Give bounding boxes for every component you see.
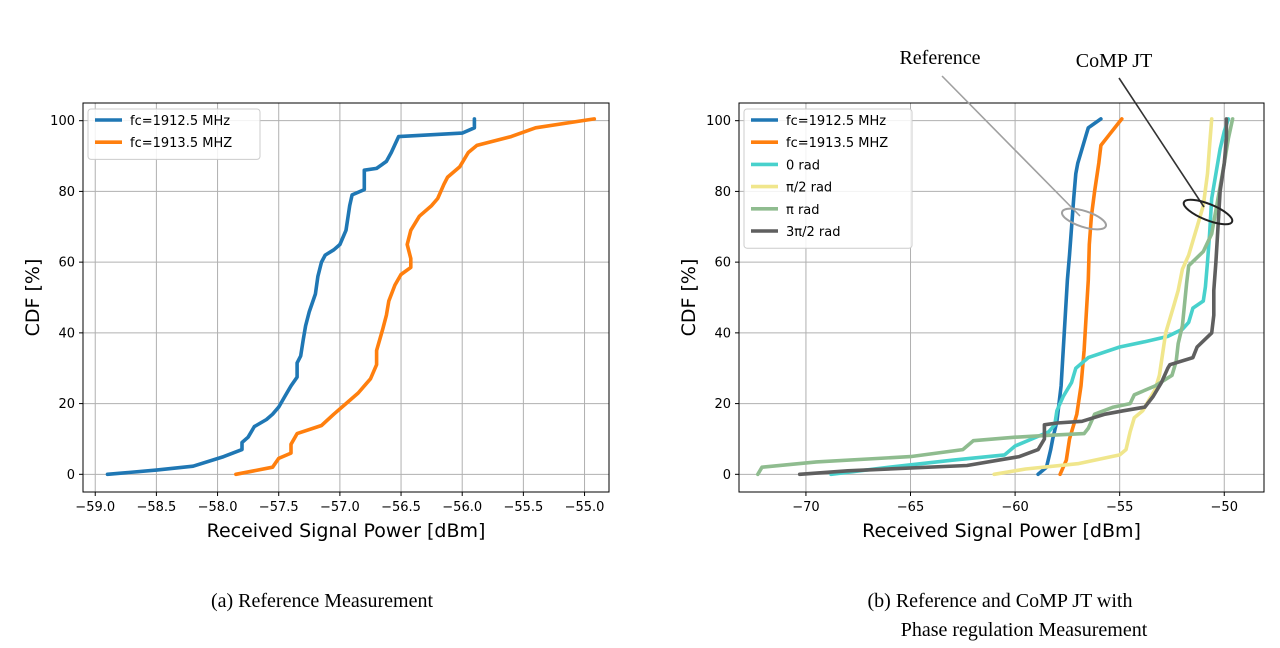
- y-tick-label: 100: [706, 114, 731, 129]
- y-axis-label-b: CDF [%]: [678, 259, 700, 337]
- y-tick-label: 20: [714, 397, 731, 412]
- annotation-reference-ellipse: [1060, 207, 1108, 231]
- x-tick-label: −55: [1106, 500, 1133, 515]
- x-tick-label: −57.0: [320, 500, 360, 515]
- ticks-b: −70 −65 −60 −55 −50 0 20 40 60 80 100: [706, 114, 1238, 515]
- y-tick-label: 0: [67, 468, 75, 483]
- legend-box: [87, 108, 261, 160]
- caption-b-line-2: Phase regulation Measurement: [901, 619, 1148, 641]
- series-line-1: [1058, 117, 1124, 477]
- legend-label: 0 rad: [786, 158, 820, 173]
- chart-panel-b: −70 −65 −60 −55 −50 0 20 40 60 80 100 Received Sig…: [678, 47, 1265, 542]
- annotations-b: Reference CoMP JT: [899, 47, 1234, 231]
- grid-a: [83, 103, 609, 492]
- caption-b-line-1: (b) Reference and CoMP JT with: [868, 590, 1133, 612]
- legend-a: fc=1912.5 MHz fc=1913.5 MHZ: [87, 108, 261, 160]
- annotation-comp-jt-arrow: [1118, 77, 1205, 208]
- series-line-2: [829, 117, 1231, 477]
- x-tick-label: −58.5: [136, 500, 176, 515]
- x-tick-label: −56.5: [381, 500, 421, 515]
- series-line-3: [992, 117, 1214, 477]
- y-tick-label: 80: [714, 185, 731, 200]
- x-axis-label-b: Received Signal Power [dBm]: [862, 520, 1141, 542]
- series-line-1: [234, 117, 597, 477]
- x-tick-label: −58.0: [198, 500, 238, 515]
- y-tick-label: 20: [58, 397, 75, 412]
- y-tick-label: 60: [58, 256, 75, 271]
- series-line-4: [756, 117, 1235, 477]
- annotation-comp-jt-ellipse: [1182, 198, 1234, 226]
- plot-frame-a: [82, 102, 610, 493]
- plot-frame-b: [738, 102, 1265, 493]
- x-tick-label: −55.5: [503, 500, 543, 515]
- y-tick-label: 60: [714, 256, 731, 271]
- chart-panel-a: −59.0 −58.5 −58.0 −57.5 −57.0 −56.5 −56.0 −55.5…: [22, 102, 610, 542]
- legend-box: [743, 108, 913, 249]
- y-tick-label: 40: [58, 326, 75, 341]
- y-tick-label: 100: [50, 114, 75, 129]
- caption-a: (a) Reference Measurement: [211, 590, 434, 612]
- series-line-5: [797, 117, 1229, 477]
- x-tick-label: −56.0: [442, 500, 482, 515]
- y-tick-label: 0: [723, 468, 731, 483]
- x-tick-label: −57.5: [259, 500, 299, 515]
- legend-label: π rad: [786, 203, 820, 218]
- y-tick-label: 80: [58, 185, 75, 200]
- series-lines-a: [105, 117, 597, 477]
- legend-label: fc=1913.5 MHZ: [130, 136, 232, 151]
- ticks-a: −59.0 −58.5 −58.0 −57.5 −57.0 −56.5 −56.0 −55.5…: [50, 114, 604, 515]
- annotation-reference-label: Reference: [899, 47, 980, 69]
- annotation-reference-arrow: [941, 75, 1081, 217]
- y-tick-label: 40: [714, 326, 731, 341]
- x-tick-label: −70: [792, 500, 819, 515]
- annotation-comp-jt-label: CoMP JT: [1076, 50, 1153, 72]
- legend-label: 3π/2 rad: [786, 225, 840, 240]
- series-line-0: [105, 117, 477, 477]
- x-tick-label: −59.0: [75, 500, 115, 515]
- legend-label: fc=1912.5 MHz: [130, 114, 230, 129]
- legend-label: fc=1912.5 MHz: [786, 114, 886, 129]
- x-tick-label: −65: [897, 500, 924, 515]
- x-tick-label: −55.0: [565, 500, 605, 515]
- x-tick-label: −50: [1211, 500, 1238, 515]
- x-axis-label-a: Received Signal Power [dBm]: [207, 520, 486, 542]
- legend-b: fc=1912.5 MHz fc=1913.5 MHZ 0 rad π/2 rad π …: [743, 108, 913, 249]
- series-line-0: [1036, 117, 1103, 477]
- y-axis-label-a: CDF [%]: [22, 259, 44, 337]
- x-tick-label: −60: [1001, 500, 1028, 515]
- series-lines-b: [756, 117, 1235, 477]
- legend-label: fc=1913.5 MHZ: [786, 136, 888, 151]
- legend-label: π/2 rad: [786, 181, 832, 196]
